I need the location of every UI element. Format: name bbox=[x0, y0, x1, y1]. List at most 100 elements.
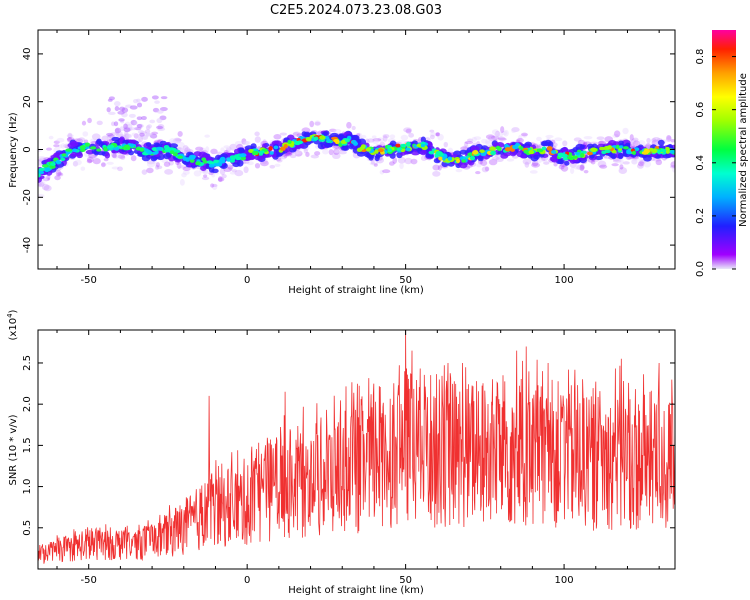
spectrogram-halo-cell bbox=[294, 150, 303, 157]
spectrogram-halo-cell bbox=[242, 140, 250, 146]
spectrogram-ridge-cell bbox=[195, 161, 201, 166]
spectrogram-halo-cell bbox=[90, 154, 98, 160]
spectrogram-core-cell bbox=[76, 152, 83, 159]
spectrogram-xtick-label: -50 bbox=[81, 275, 97, 286]
spectrogram-halo-cell bbox=[573, 164, 581, 170]
spectrogram-core-cell bbox=[323, 142, 333, 148]
spectrogram-halo-cell bbox=[631, 138, 637, 145]
spectrogram-plume-cell bbox=[147, 124, 153, 129]
spectrogram-halo-cell bbox=[632, 137, 639, 142]
spectrogram-ridge-cell bbox=[665, 149, 670, 154]
spectrogram-halo-cell bbox=[227, 164, 234, 170]
spectrogram-ridge-cell bbox=[252, 150, 257, 156]
spectrogram-halo-cell bbox=[220, 147, 225, 152]
spectrogram-core-cell bbox=[477, 155, 484, 162]
spectrogram-plume-cell bbox=[154, 100, 160, 104]
spectrogram-ridge-cell bbox=[604, 149, 611, 154]
spectrogram-halo-cell bbox=[346, 121, 352, 129]
spectrogram-halo-cell bbox=[643, 160, 652, 168]
spectrogram-halo-cell bbox=[176, 162, 182, 169]
spectrogram-core-cell bbox=[250, 143, 257, 150]
snr-ticks: -50 0 50 100 0.5 1.0 1.5 2.0 2.5 bbox=[22, 330, 675, 586]
snr-ytick-label: 0.5 bbox=[22, 520, 33, 536]
spectrogram-core-cell bbox=[141, 154, 151, 162]
spectrogram-halo-cell bbox=[500, 126, 505, 133]
spectrogram-plume-cell bbox=[108, 96, 115, 101]
spectrogram-core-cell bbox=[232, 162, 240, 168]
chart-title: C2E5.2024.073.23.08.G03 bbox=[270, 3, 442, 18]
spectrogram-core-cell bbox=[458, 162, 468, 169]
spectrogram-halo-cell bbox=[179, 179, 185, 186]
snr-ytick-label: 1.0 bbox=[22, 479, 33, 495]
spectrogram-ridge-cell bbox=[660, 148, 666, 153]
spectrogram-halo-cell bbox=[558, 164, 565, 170]
spectrogram-ridge-cell bbox=[326, 138, 331, 143]
spectrogram-halo-cell bbox=[405, 128, 412, 134]
spectrogram-halo-cell bbox=[435, 132, 440, 137]
spectrogram-ridge-cell bbox=[586, 151, 593, 156]
spectrogram-halo-cell bbox=[576, 165, 585, 170]
spectrogram-ridge-cell bbox=[541, 146, 547, 151]
spectrogram-halo-cell bbox=[670, 139, 675, 143]
spectrogram-core-cell bbox=[550, 155, 559, 163]
spectrogram-ridge-cell bbox=[313, 136, 319, 141]
spectrogram-halo-cell bbox=[156, 165, 163, 170]
spectrogram-halo-cell bbox=[244, 140, 251, 145]
spectrogram-halo-cell bbox=[111, 166, 120, 170]
spectrogram-ridge-cell bbox=[239, 154, 245, 158]
spectrogram-halo-cell bbox=[655, 159, 663, 166]
spectrogram-ridge-cell bbox=[551, 150, 557, 154]
spectrogram-marks bbox=[38, 95, 675, 199]
spectrogram-halo-cell bbox=[670, 161, 675, 168]
spectrogram-ridge-cell bbox=[38, 173, 41, 178]
spectrogram-halo-cell bbox=[199, 147, 206, 153]
spectrogram-halo-cell bbox=[80, 166, 86, 171]
snr-ytick-label: 2.0 bbox=[22, 396, 33, 412]
colorbar-label: Normalized spectral amplitude bbox=[738, 73, 749, 227]
spectrogram-plume-cell bbox=[160, 96, 168, 100]
snr-xtick-label: 0 bbox=[244, 575, 250, 586]
spectrogram-ridge-cell bbox=[84, 142, 91, 147]
spectrogram-ridge-cell bbox=[518, 146, 524, 150]
spectrogram-halo-cell bbox=[399, 162, 404, 170]
spectrogram-halo-cell bbox=[41, 183, 50, 191]
snr-xtick-label: -50 bbox=[81, 575, 97, 586]
spectrogram-halo-cell bbox=[333, 148, 340, 155]
spectrogram-halo-cell bbox=[112, 153, 120, 159]
spectrogram-halo-cell bbox=[243, 160, 250, 164]
spectrogram-ridge-cell bbox=[479, 149, 486, 153]
spectrogram-halo-cell bbox=[89, 138, 96, 146]
spectrogram-halo-cell bbox=[397, 140, 406, 145]
spectrogram-halo-cell bbox=[652, 158, 662, 162]
spectrogram-plume-cell bbox=[114, 127, 122, 134]
spectrogram-halo-cell bbox=[82, 131, 89, 137]
snr-multiplier-close: ) bbox=[8, 309, 19, 313]
spectrogram-halo-cell bbox=[101, 135, 109, 142]
spectrogram-halo-cell bbox=[225, 146, 232, 151]
spectrogram-plume-cell bbox=[136, 116, 143, 121]
spectrogram-ridge-cell bbox=[489, 146, 497, 152]
spectrogram-halo-cell bbox=[161, 158, 169, 164]
spectrogram-ridge-cell bbox=[96, 148, 102, 152]
spectrogram-halo-cell bbox=[532, 162, 539, 166]
colorbar-tick-label: 0.0 bbox=[695, 261, 706, 277]
spectrogram-halo-cell bbox=[201, 176, 210, 181]
spectrogram-halo-cell bbox=[543, 161, 550, 165]
spectrogram-ridge-cell bbox=[572, 155, 578, 159]
spectrogram-halo-cell bbox=[314, 121, 321, 126]
spectrogram-ridge-cell bbox=[273, 145, 279, 150]
spectrogram-halo-cell bbox=[666, 136, 672, 140]
spectrogram-plume-cell bbox=[129, 127, 137, 131]
spectrogram-halo-cell bbox=[651, 138, 657, 143]
spectrogram-core-cell bbox=[208, 166, 215, 173]
spectrogram-core-cell bbox=[657, 139, 665, 146]
spectrogram-ridge-cell bbox=[356, 147, 363, 153]
spectrogram-halo-cell bbox=[38, 155, 45, 160]
spectrogram-halo-cell bbox=[72, 160, 79, 167]
spectrogram-halo-cell bbox=[501, 130, 508, 136]
spectrogram-halo-cell bbox=[334, 149, 340, 154]
snr-ytick-label: 1.5 bbox=[22, 437, 33, 453]
spectrogram-halo-cell bbox=[144, 129, 151, 134]
spectrogram-halo-cell bbox=[388, 161, 395, 166]
colorbar-tick-label: 0.2 bbox=[695, 208, 706, 224]
